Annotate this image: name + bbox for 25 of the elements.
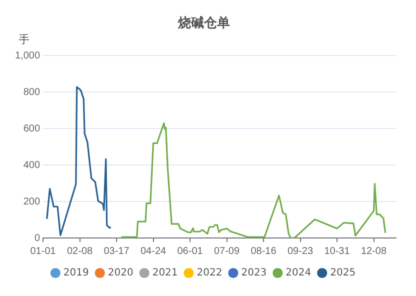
x-tick-label: 12-08 (360, 246, 387, 257)
x-tick-label: 04-24 (140, 246, 166, 257)
x-tick-label: 03-17 (104, 246, 130, 257)
x-tick-label: 08-16 (250, 246, 277, 257)
x-tick-label: 02-08 (66, 246, 93, 257)
y-tick-label: 400 (23, 160, 40, 171)
y-tick-label: 600 (23, 123, 40, 134)
x-tick-label: 07-09 (214, 246, 240, 257)
x-tick-label: 10-31 (324, 246, 350, 257)
legend-label: 2023 (241, 268, 267, 279)
y-tick-label: 1,000 (14, 50, 40, 62)
legend-label: 2019 (63, 268, 89, 279)
y-tick-label: 800 (23, 86, 40, 98)
x-tick-label: 06-01 (177, 246, 204, 257)
legend-label: 2021 (152, 268, 178, 279)
y-axis-title: 手 (18, 32, 30, 46)
x-tick-label: 01-01 (30, 246, 56, 257)
legend-label: 2022 (196, 268, 222, 279)
x-tick-label: 09-23 (287, 246, 314, 257)
legend-label: 2025 (330, 268, 356, 279)
chart-title: 烧碱仓单 (177, 15, 230, 32)
legend-label: 2020 (108, 268, 134, 279)
legend-label: 2024 (286, 268, 312, 279)
y-tick-label: 0 (34, 232, 40, 244)
y-tick-label: 200 (23, 196, 40, 208)
